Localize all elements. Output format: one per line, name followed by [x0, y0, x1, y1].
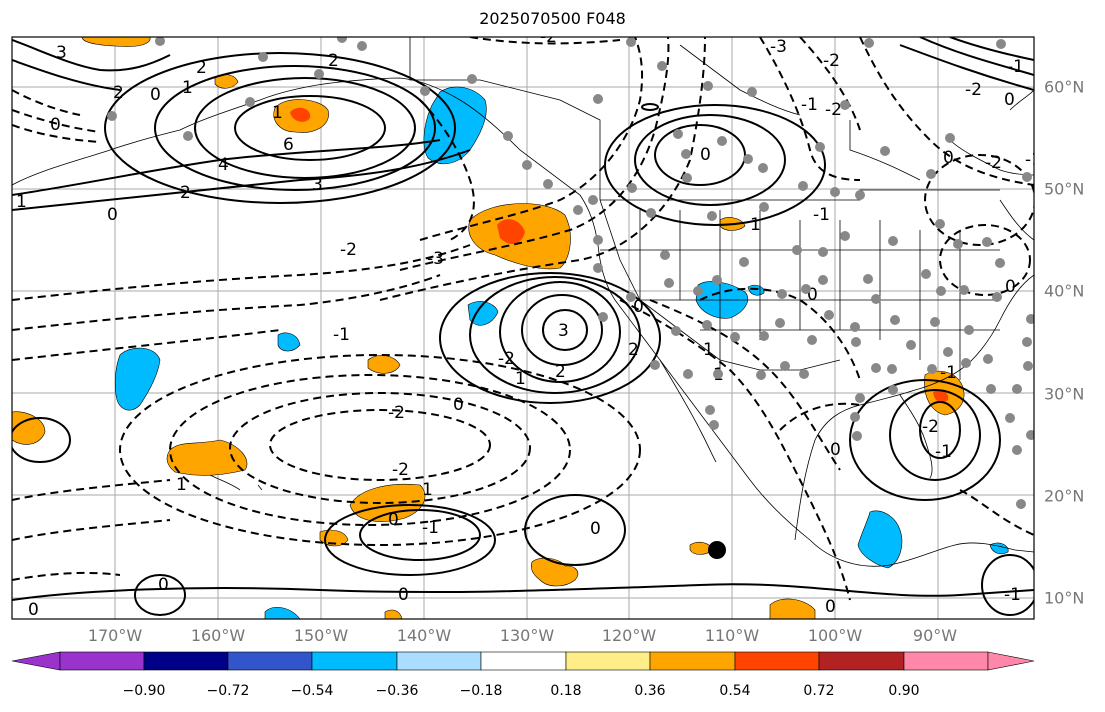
lon-label: 120°W [601, 626, 657, 645]
contour-label: -1 [1004, 585, 1021, 605]
contour-label: 0 [453, 395, 464, 415]
contour-label: 0 [590, 519, 601, 539]
contour-label: 2 [113, 83, 124, 103]
contour-label: -2 [392, 460, 409, 480]
contour-labels: 3 2 0 2 1 6 4 3 2 0 -3 -2 -1 -2 0 -1 -2 … [16, 27, 1042, 620]
station-dots [107, 37, 1034, 509]
contour-label: 1 [16, 192, 27, 212]
contour-label: 1 [272, 103, 283, 123]
colorbar-tick: −0.90 [122, 683, 166, 699]
colorbar-tick: −0.72 [206, 683, 250, 699]
lon-label: 170°W [87, 626, 143, 645]
contour-label: 1 [182, 78, 193, 98]
contour-label: -1 [333, 325, 350, 345]
lat-label: 10°N [1044, 588, 1085, 608]
colorbar-tick: 0.18 [550, 683, 582, 699]
contour-label: 4 [218, 155, 229, 175]
contour-label: -2 [540, 27, 557, 47]
contour-label: 1 [176, 475, 187, 495]
contour-label: 2 [555, 362, 566, 382]
lon-label: 130°W [499, 626, 555, 645]
contour-label: 0 [28, 600, 39, 620]
contour-label: -3 [427, 249, 444, 269]
contour-label: -2 [922, 417, 939, 437]
contour-label: 0 [50, 115, 61, 135]
contour-label: 2 [628, 340, 639, 360]
contour-label: 0 [830, 440, 841, 460]
contour-label: 0 [158, 575, 169, 595]
contour-label: 0 [1005, 277, 1016, 297]
contour-label: 0 [943, 148, 954, 168]
colorbar-tick: 0.90 [888, 683, 920, 699]
positive-anomaly-shading [12, 37, 965, 619]
contour-label: 1 [750, 215, 761, 235]
contour-label: -3 [770, 37, 787, 57]
contour-label: 0 [1004, 90, 1015, 110]
lon-label: 140°W [396, 626, 452, 645]
lon-label: 160°W [190, 626, 246, 645]
contour-label: 0 [700, 145, 711, 165]
colorbar-tick: −0.36 [375, 683, 419, 699]
contour-label: -1 [422, 518, 439, 538]
contour-label: 0 [807, 285, 818, 305]
contour-label: 1 [703, 340, 714, 360]
contour-label: -1 [1025, 150, 1042, 170]
contour-label: -2 [985, 153, 1002, 173]
contour-label: 0 [107, 205, 118, 225]
lat-label: 60°N [1044, 77, 1085, 97]
positive-contours [12, 37, 1034, 616]
contour-label: -2 [823, 51, 840, 71]
contour-label: 2 [328, 51, 339, 71]
observation-point-marker [708, 541, 726, 559]
colorbar-tick: 0.72 [803, 683, 835, 699]
gridlines [12, 37, 1034, 619]
contour-label: -2 [825, 100, 842, 120]
lat-label: 30°N [1044, 384, 1085, 404]
colorbar-tick: −0.54 [290, 683, 334, 699]
contour-label: 3 [56, 43, 67, 63]
contour-label: 3 [312, 175, 323, 195]
contour-label: -1 [801, 95, 818, 115]
contour-label: 0 [388, 510, 399, 530]
contour-label: -2 [965, 80, 982, 100]
contour-label: -2 [388, 403, 405, 423]
colorbar-tick: 0.36 [634, 683, 666, 699]
contour-label: 3 [558, 321, 569, 341]
contour-label: -1 [1007, 57, 1024, 77]
contour-label: 1 [515, 369, 526, 389]
map-title: 2025070500 F048 [479, 9, 626, 28]
contour-label: -2 [498, 349, 515, 369]
contour-label: 2 [180, 183, 191, 203]
lon-label: 110°W [704, 626, 760, 645]
contour-label: 0 [825, 597, 836, 617]
contour-label: 0 [633, 297, 644, 317]
lon-label: 100°W [807, 626, 863, 645]
contour-label: 0 [150, 85, 161, 105]
colorbar-tick: −0.18 [459, 683, 503, 699]
contour-label: 1 [422, 480, 433, 500]
contour-label: -1 [813, 205, 830, 225]
contour-label: 6 [283, 135, 294, 155]
contour-label: 0 [398, 585, 409, 605]
lon-label: 90°W [912, 626, 958, 645]
contour-label: -2 [340, 240, 357, 260]
negative-contours [12, 37, 1034, 601]
lat-label: 20°N [1044, 486, 1085, 506]
contour-label: 2 [196, 58, 207, 78]
lat-label: 40°N [1044, 281, 1085, 301]
colorbar-tick: 0.54 [719, 683, 751, 699]
lon-label: 150°W [293, 626, 349, 645]
contour-label: -1 [940, 363, 957, 383]
contour-label: -1 [935, 442, 952, 462]
colorbar [11, 651, 1035, 671]
lat-label: 50°N [1044, 179, 1085, 199]
